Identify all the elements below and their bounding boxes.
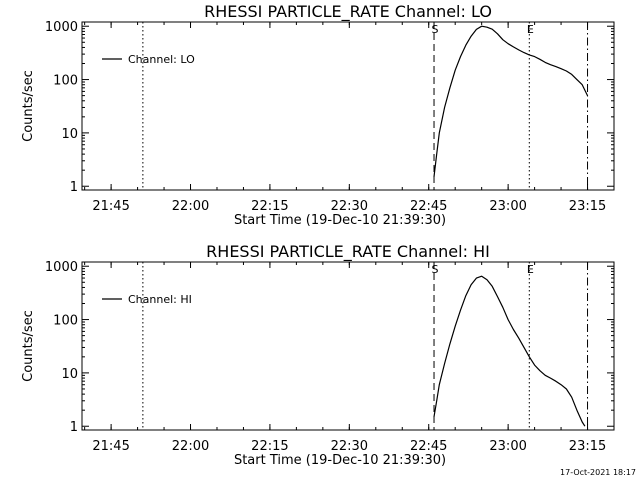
y-axis-label: Counts/sec — [21, 70, 36, 142]
y-tick-label: 1000 — [45, 260, 78, 275]
x-tick-label: 22:45 — [410, 439, 447, 454]
x-tick-label: 21:45 — [92, 439, 129, 454]
y-tick-label: 1 — [70, 420, 78, 435]
legend-label: Channel: HI — [128, 293, 192, 306]
x-tick-label: 23:15 — [569, 439, 606, 454]
timestamp-footer: 17-Oct-2021 18:17 — [560, 468, 636, 477]
x-axis-label: Start Time (19-Dec-10 21:39:30) — [234, 213, 446, 228]
y-tick-label: 100 — [53, 74, 78, 89]
event-marker-label: S — [432, 23, 439, 36]
x-tick-label: 23:15 — [569, 199, 606, 214]
x-tick-label: 22:30 — [331, 439, 368, 454]
series-line — [433, 275, 586, 427]
event-marker-label: E — [527, 263, 534, 276]
chart-title: RHESSI PARTICLE_RATE Channel: HI — [206, 242, 490, 262]
y-tick-label: 10 — [61, 367, 78, 382]
x-tick-label: 22:15 — [251, 439, 288, 454]
y-tick-label: 1 — [70, 180, 78, 195]
legend-label: Channel: LO — [128, 53, 195, 66]
y-axis-label: Counts/sec — [21, 310, 36, 382]
plot-frame — [81, 261, 615, 431]
x-tick-label: 23:00 — [489, 439, 526, 454]
x-tick-label: 22:00 — [172, 199, 209, 214]
x-axis-label: Start Time (19-Dec-10 21:39:30) — [234, 453, 446, 468]
y-tick-label: 100 — [53, 314, 78, 329]
y-tick-label: 10 — [61, 127, 78, 142]
chart-panel: RHESSI PARTICLE_RATE Channel: HI 1 10 100 10… — [21, 242, 615, 468]
event-marker-label: E — [527, 23, 534, 36]
chart-title: RHESSI PARTICLE_RATE Channel: LO — [204, 2, 492, 22]
event-marker-label: S — [432, 263, 439, 276]
x-tick-label: 22:15 — [251, 199, 288, 214]
x-tick-label: 22:30 — [331, 199, 368, 214]
y-tick-label: 1000 — [45, 20, 78, 35]
plot-frame — [81, 21, 615, 191]
x-tick-label: 23:00 — [489, 199, 526, 214]
x-tick-label: 21:45 — [92, 199, 129, 214]
chart-panel: RHESSI PARTICLE_RATE Channel: LO 1 10 100 10… — [21, 2, 615, 228]
x-tick-label: 22:45 — [410, 199, 447, 214]
series-line — [433, 25, 589, 177]
x-tick-label: 22:00 — [172, 439, 209, 454]
